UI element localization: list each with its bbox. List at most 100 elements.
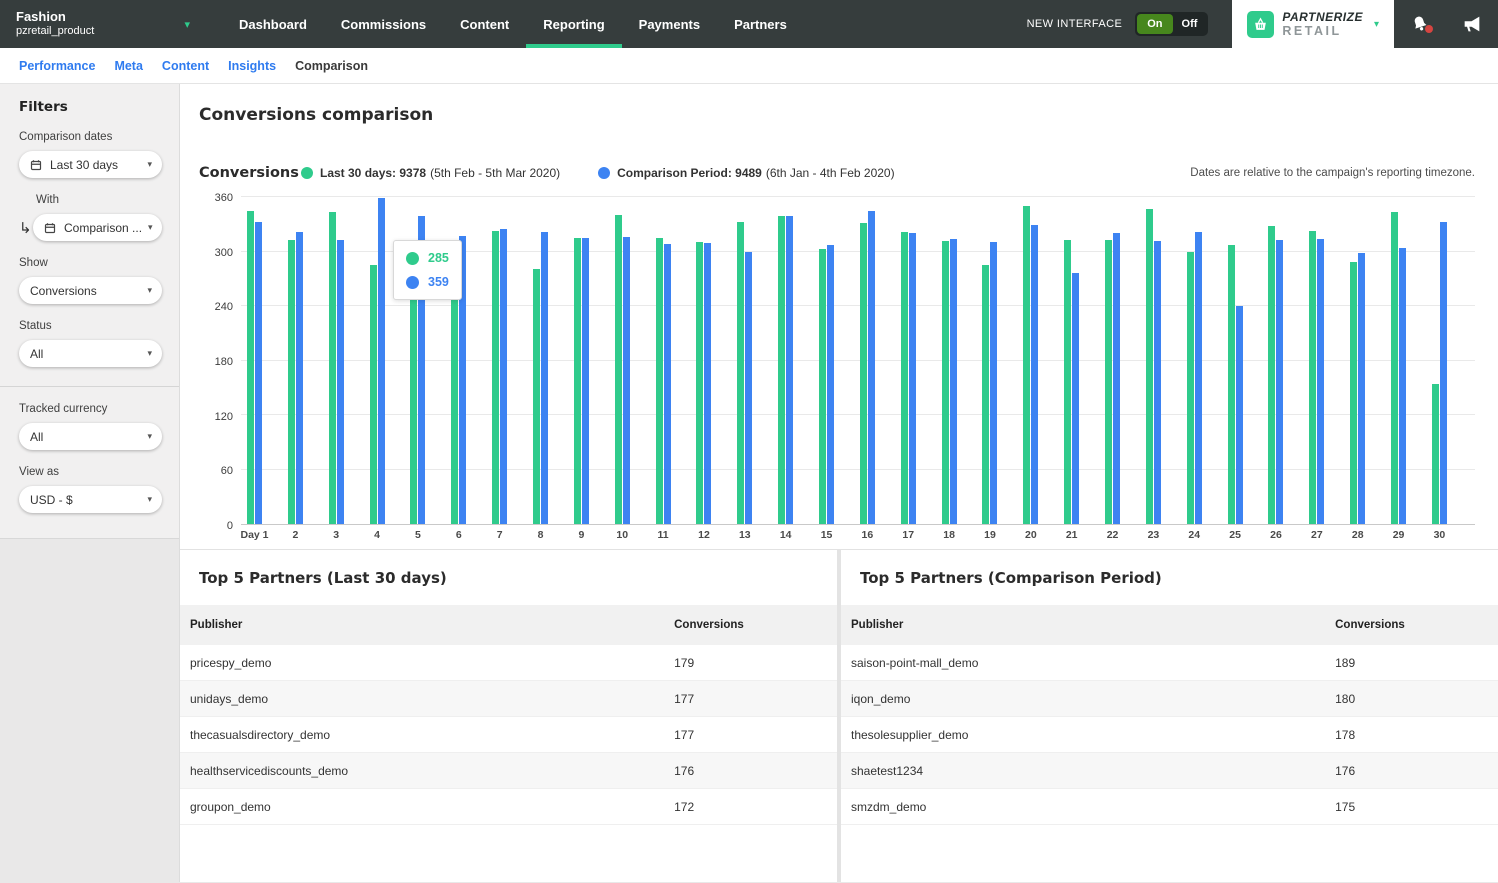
- bar-group-day-7[interactable]: 7: [492, 197, 508, 541]
- bar-group-day-30[interactable]: 30: [1431, 197, 1447, 541]
- bar-group-day-10[interactable]: 10: [614, 197, 630, 541]
- bar-comparison-period[interactable]: [1194, 232, 1202, 524]
- bar-group-day-23[interactable]: 23: [1145, 197, 1161, 541]
- bar-last-30-days[interactable]: [247, 210, 254, 524]
- bar-last-30-days[interactable]: [492, 230, 500, 524]
- bar-comparison-period[interactable]: [1235, 306, 1243, 524]
- nav-item-commissions[interactable]: Commissions: [340, 16, 427, 32]
- bar-group-day-19[interactable]: 19: [982, 197, 998, 541]
- comparison-dates-dropdown[interactable]: Last 30 days ▾: [19, 151, 162, 178]
- bar-comparison-period[interactable]: [908, 233, 916, 524]
- show-dropdown[interactable]: Conversions ▾: [19, 277, 162, 304]
- bar-last-30-days[interactable]: [1064, 239, 1072, 524]
- bar-last-30-days[interactable]: [287, 239, 295, 524]
- bar-last-30-days[interactable]: [778, 216, 786, 524]
- bar-group-day-11[interactable]: 11: [655, 197, 671, 541]
- bar-last-30-days[interactable]: [1391, 212, 1399, 524]
- bar-comparison-period[interactable]: [827, 245, 835, 524]
- bar-group-day-29[interactable]: 29: [1391, 197, 1407, 541]
- bar-comparison-period[interactable]: [1439, 222, 1447, 524]
- view-as-dropdown[interactable]: USD - $ ▾: [19, 486, 162, 513]
- nav-item-partners[interactable]: Partners: [734, 16, 787, 32]
- bar-comparison-period[interactable]: [663, 244, 671, 524]
- bar-group-day-24[interactable]: 24: [1186, 197, 1202, 541]
- bar-last-30-days[interactable]: [410, 256, 418, 524]
- bar-comparison-period[interactable]: [622, 236, 630, 524]
- bar-last-30-days[interactable]: [982, 265, 990, 524]
- bar-last-30-days[interactable]: [533, 268, 541, 524]
- bar-comparison-period[interactable]: [255, 221, 262, 524]
- tab-performance[interactable]: Performance: [19, 58, 96, 73]
- bar-last-30-days[interactable]: [859, 223, 867, 524]
- bar-last-30-days[interactable]: [696, 242, 704, 524]
- nav-item-payments[interactable]: Payments: [638, 16, 701, 32]
- bar-last-30-days[interactable]: [655, 237, 663, 524]
- bar-group-day-14[interactable]: 14: [778, 197, 794, 541]
- bar-group-day-20[interactable]: 20: [1023, 197, 1039, 541]
- nav-item-reporting[interactable]: Reporting: [526, 0, 623, 48]
- bar-comparison-period[interactable]: [541, 231, 549, 524]
- bar-comparison-period[interactable]: [377, 197, 385, 524]
- bar-group-day-17[interactable]: 17: [900, 197, 916, 541]
- toggle-off-option[interactable]: Off: [1181, 18, 1198, 30]
- bar-group-day-27[interactable]: 27: [1309, 197, 1325, 541]
- bar-comparison-period[interactable]: [1358, 253, 1366, 524]
- tab-meta[interactable]: Meta: [114, 58, 143, 73]
- bar-last-30-days[interactable]: [369, 265, 377, 524]
- with-dropdown[interactable]: Comparison ... ▾: [33, 214, 162, 241]
- bar-comparison-period[interactable]: [581, 237, 589, 524]
- bar-group-day-2[interactable]: 2: [287, 197, 303, 541]
- bar-last-30-days[interactable]: [1268, 226, 1276, 524]
- bar-comparison-period[interactable]: [786, 216, 794, 524]
- tracked-currency-dropdown[interactable]: All ▾: [19, 423, 162, 450]
- bar-last-30-days[interactable]: [1350, 262, 1358, 524]
- bar-group-day-8[interactable]: 8: [533, 197, 549, 541]
- bar-group-day-9[interactable]: 9: [573, 197, 589, 541]
- bar-last-30-days[interactable]: [614, 215, 622, 524]
- bar-last-30-days[interactable]: [451, 245, 459, 524]
- bar-comparison-period[interactable]: [1276, 239, 1284, 524]
- bar-group-day-26[interactable]: 26: [1268, 197, 1284, 541]
- bar-comparison-period[interactable]: [459, 236, 467, 524]
- announcements-button[interactable]: [1446, 13, 1498, 35]
- bar-last-30-days[interactable]: [1145, 208, 1153, 524]
- bar-last-30-days[interactable]: [819, 248, 827, 524]
- bar-last-30-days[interactable]: [900, 231, 908, 524]
- bar-last-30-days[interactable]: [573, 237, 581, 524]
- bar-group-day-6[interactable]: 6: [451, 197, 467, 541]
- bar-comparison-period[interactable]: [867, 210, 875, 524]
- bar-comparison-period[interactable]: [990, 241, 998, 524]
- bar-last-30-days[interactable]: [1309, 230, 1317, 524]
- campaign-selector[interactable]: Fashion pzretail_product ▾: [0, 0, 200, 48]
- bar-comparison-period[interactable]: [336, 239, 344, 524]
- bar-comparison-period[interactable]: [1153, 240, 1161, 524]
- tab-insights[interactable]: Insights: [228, 58, 277, 73]
- bar-group-day-12[interactable]: 12: [696, 197, 712, 541]
- bar-last-30-days[interactable]: [1023, 206, 1031, 524]
- new-interface-toggle[interactable]: On Off: [1135, 12, 1209, 36]
- tab-content[interactable]: Content: [161, 58, 210, 73]
- bar-comparison-period[interactable]: [1113, 233, 1121, 524]
- nav-item-content[interactable]: Content: [460, 16, 510, 32]
- notifications-button[interactable]: [1394, 14, 1446, 34]
- bar-group-day-22[interactable]: 22: [1105, 197, 1121, 541]
- bar-comparison-period[interactable]: [500, 228, 508, 524]
- bar-last-30-days[interactable]: [1227, 245, 1235, 524]
- bar-group-day-13[interactable]: 13: [737, 197, 753, 541]
- bar-last-30-days[interactable]: [1431, 384, 1439, 524]
- bar-group-day-5[interactable]: 5: [410, 197, 426, 541]
- bar-group-day-25[interactable]: 25: [1227, 197, 1243, 541]
- bar-last-30-days[interactable]: [737, 222, 745, 524]
- bar-comparison-period[interactable]: [295, 231, 303, 524]
- bar-comparison-period[interactable]: [1317, 238, 1325, 524]
- bar-group-day-28[interactable]: 28: [1350, 197, 1366, 541]
- bar-comparison-period[interactable]: [704, 243, 712, 524]
- bar-group-day-3[interactable]: 3: [328, 197, 344, 541]
- bar-comparison-period[interactable]: [949, 238, 957, 524]
- bar-group-day-1[interactable]: Day 1: [240, 197, 269, 541]
- bar-comparison-period[interactable]: [745, 251, 753, 524]
- status-dropdown[interactable]: All ▾: [19, 340, 162, 367]
- account-logo-menu[interactable]: PARTNERIZE RETAIL ▾: [1232, 0, 1394, 48]
- tab-comparison[interactable]: Comparison: [295, 58, 368, 73]
- bar-group-day-21[interactable]: 21: [1064, 197, 1080, 541]
